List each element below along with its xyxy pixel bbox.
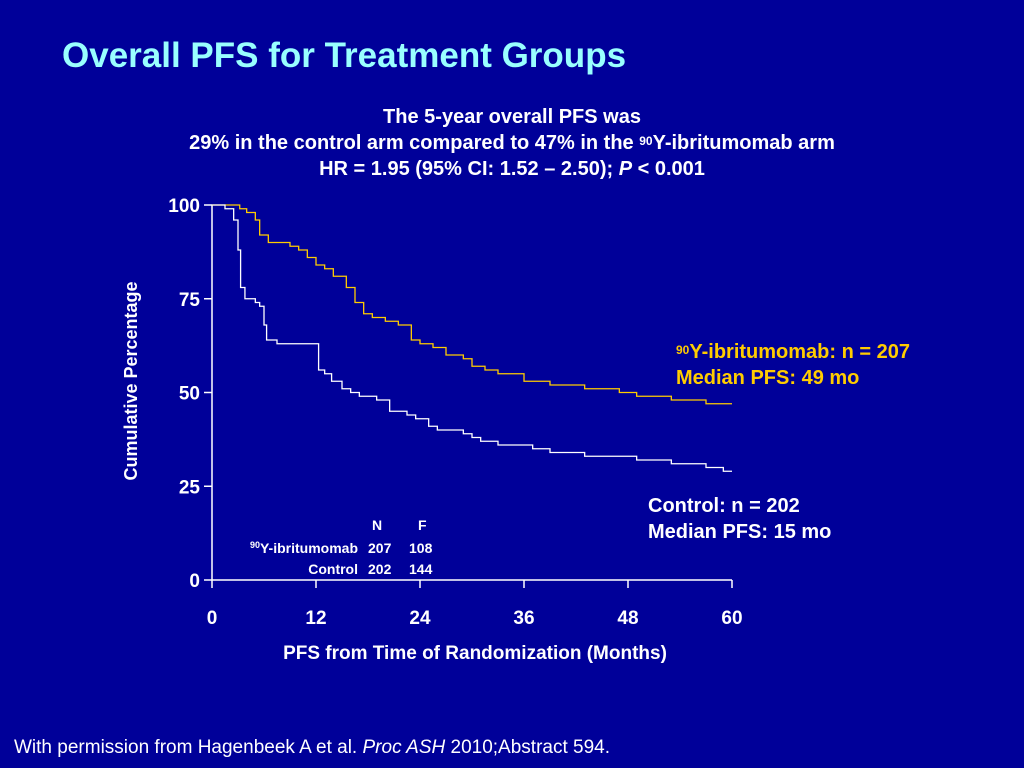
y-tick-label-25: 25 bbox=[179, 477, 201, 498]
y-tick-label-75: 75 bbox=[179, 290, 201, 311]
y-axis-label: Cumulative Percentage bbox=[121, 281, 141, 480]
table-header-f: F bbox=[418, 517, 427, 533]
slide-title: Overall PFS for Treatment Groups bbox=[62, 36, 627, 75]
x-tick-label-48: 48 bbox=[617, 608, 638, 629]
subtitle-line-3-a: HR = 1.95 (95% CI: 1.52 – 2.50); bbox=[319, 158, 619, 180]
control-annotation: Control: n = 202 Median PFS: 15 mo bbox=[648, 493, 831, 545]
control-survival-curve bbox=[212, 204, 732, 472]
subtitle-line-2: 29% in the control arm compared to 47% i… bbox=[100, 130, 924, 156]
subtitle-line-1: The 5-year overall PFS was bbox=[383, 106, 641, 128]
subtitle-line-3-b: < 0.001 bbox=[632, 158, 705, 180]
x-tick-label-36: 36 bbox=[513, 608, 534, 629]
y-tick-label-0: 0 bbox=[189, 571, 200, 592]
subtitle-line-2-b: Y-ibritumomab arm bbox=[652, 132, 835, 154]
ibritumomab-annotation-sup: 90 bbox=[676, 343, 690, 357]
table-row-1-n: 207 bbox=[368, 540, 392, 556]
subtitle-line-2-a: 29% in the control arm compared to 47% i… bbox=[189, 132, 640, 154]
chart-series bbox=[212, 204, 732, 472]
ibritumomab-annotation: 90Y-ibritumomab: n = 207 Median PFS: 49 … bbox=[676, 339, 910, 391]
table-row-1-f: 108 bbox=[409, 540, 433, 556]
x-tick-label-0: 0 bbox=[207, 608, 218, 629]
table-row-2-n: 202 bbox=[368, 561, 392, 577]
subtitle-line-3: HR = 1.95 (95% CI: 1.52 – 2.50); P < 0.0… bbox=[100, 156, 924, 182]
citation-journal: Proc ASH bbox=[362, 737, 446, 758]
y-tick-label-50: 50 bbox=[179, 384, 200, 405]
table-row-1-label: 90Y-ibritumomab bbox=[222, 540, 358, 556]
table-row-2-f: 144 bbox=[409, 561, 433, 577]
x-tick-label-24: 24 bbox=[409, 608, 431, 629]
citation-text-a: With permission from Hagenbeek A et al. bbox=[14, 737, 363, 758]
table-header-n: N bbox=[372, 517, 383, 533]
x-axis-label: PFS from Time of Randomization (Months) bbox=[283, 643, 667, 664]
citation-footer: With permission from Hagenbeek A et al. … bbox=[14, 737, 610, 759]
citation-text-b: 2010;Abstract 594. bbox=[445, 737, 610, 758]
y-tick-label-100: 100 bbox=[168, 196, 200, 217]
table-row-1-text: Y-ibritumomab bbox=[259, 540, 358, 556]
subtitle-line-3-p: P bbox=[618, 158, 633, 180]
ibritumomab-annotation-text: Y-ibritumomab: n = 207 bbox=[689, 341, 910, 363]
x-tick-label-60: 60 bbox=[721, 608, 742, 629]
control-annotation-line-2: Median PFS: 15 mo bbox=[648, 521, 832, 543]
ibritumomab-survival-curve bbox=[212, 204, 732, 405]
control-annotation-line-1: Control: n = 202 bbox=[648, 495, 800, 517]
table-row-2-label: Control bbox=[308, 561, 358, 577]
subtitle-line-2-sup: 90 bbox=[639, 134, 653, 148]
ibritumomab-annotation-line-2: Median PFS: 49 mo bbox=[676, 367, 860, 389]
x-tick-label-12: 12 bbox=[305, 608, 326, 629]
table-row-1-sup: 90 bbox=[249, 540, 260, 550]
chart-axes: 0 25 50 75 100 0 12 24 36 48 60 bbox=[168, 196, 742, 629]
ibritumomab-annotation-line-1: 90Y-ibritumomab: n = 207 bbox=[676, 339, 910, 365]
